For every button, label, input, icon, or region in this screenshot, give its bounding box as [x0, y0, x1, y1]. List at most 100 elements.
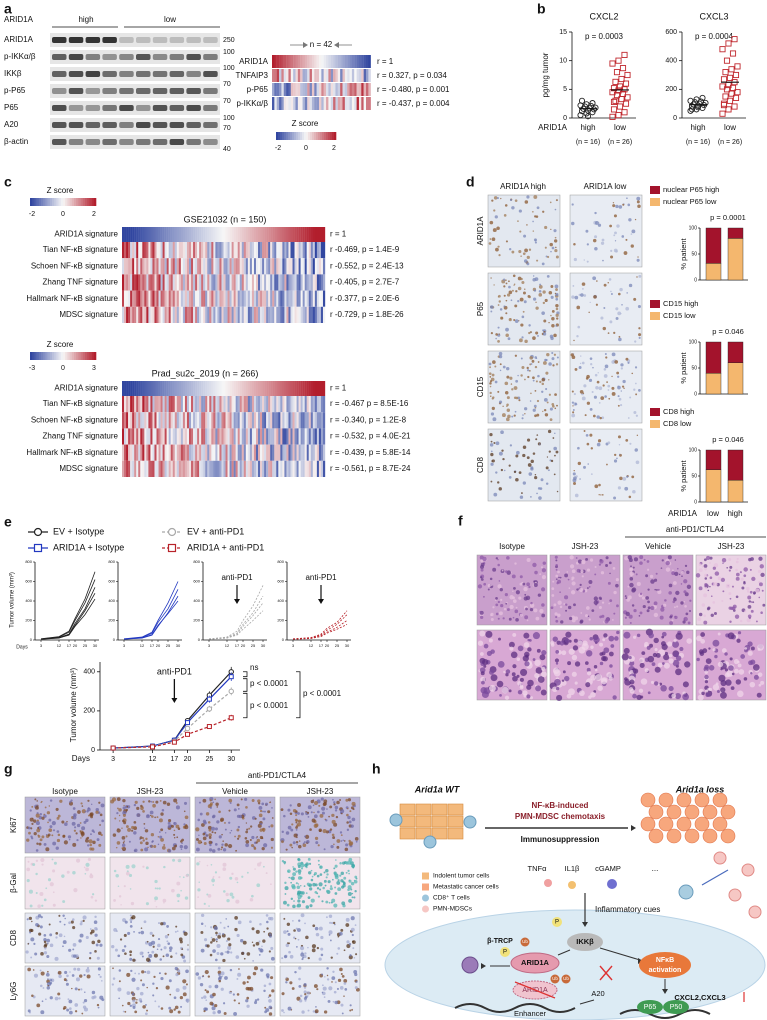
heatmap-cell	[233, 306, 236, 323]
micrograph-texture	[331, 813, 335, 818]
heatmap-cell	[132, 306, 135, 323]
micrograph-texture	[514, 199, 518, 202]
micrograph-texture	[675, 590, 680, 596]
micrograph-texture	[340, 809, 345, 814]
heatmap-cell	[176, 396, 180, 413]
zscore-bar	[282, 132, 285, 140]
micrograph-texture	[653, 612, 659, 618]
micrograph-texture	[261, 945, 263, 948]
micrograph-texture	[177, 827, 181, 830]
heatmap-cell	[132, 444, 135, 461]
legend-swatch	[650, 312, 660, 320]
heatmap-cell	[272, 242, 275, 259]
micrograph-texture	[85, 935, 89, 939]
micrograph-texture	[171, 888, 175, 893]
micrograph-texture	[521, 336, 524, 339]
micrograph-texture	[522, 582, 526, 586]
micrograph-texture	[56, 838, 61, 843]
heatmap-cell	[251, 412, 255, 429]
micrograph-texture	[509, 646, 514, 651]
micrograph-texture	[121, 1004, 124, 1007]
micrograph-texture	[295, 882, 298, 885]
micrograph-texture	[293, 833, 298, 838]
arrow-head	[318, 599, 324, 604]
micrograph-texture	[43, 944, 47, 948]
heatmap-cell	[284, 258, 287, 275]
micrograph	[569, 428, 643, 502]
micrograph-texture	[609, 599, 613, 603]
zscore-bar	[300, 132, 303, 140]
micrograph-texture	[295, 829, 298, 831]
micrograph-texture	[263, 930, 266, 933]
micrograph-texture	[258, 947, 261, 950]
micrograph-texture	[160, 1007, 164, 1010]
micrograph-texture	[512, 590, 514, 593]
micrograph-texture	[148, 800, 151, 803]
heatmap-cell	[217, 274, 220, 291]
micrograph-texture	[614, 360, 619, 364]
heatmap-cell	[272, 83, 275, 96]
heatmap-cell	[284, 428, 287, 445]
y-tick-label: 600	[277, 579, 284, 584]
micrograph-texture	[715, 682, 719, 686]
micrograph-texture	[757, 643, 764, 651]
micrograph-texture	[619, 453, 621, 456]
micrograph-texture	[620, 312, 622, 315]
micrograph-texture	[30, 928, 34, 933]
heatmap-cell	[274, 83, 277, 96]
micrograph-texture	[153, 953, 158, 958]
micrograph-texture	[589, 636, 593, 641]
label: p < 0.0001	[303, 689, 342, 698]
heatmap-cell	[239, 306, 242, 323]
heatmap-cell	[225, 412, 228, 429]
heatmap-cell	[201, 381, 204, 396]
micrograph-texture	[141, 836, 145, 840]
heatmap-cell	[225, 396, 228, 413]
heatmap-cell	[297, 97, 301, 110]
blot-strip	[50, 118, 220, 132]
heatmap-cell	[278, 444, 281, 461]
micrograph-texture	[281, 840, 284, 844]
heatmap-cell	[363, 97, 367, 110]
micrograph-texture	[625, 597, 628, 599]
heatmap-cell	[251, 396, 255, 413]
micrograph-texture	[56, 830, 60, 833]
heatmap-cell	[223, 396, 226, 413]
zscore-bar	[93, 198, 97, 206]
heatmap-cell	[282, 227, 285, 242]
micrograph-texture	[319, 873, 323, 876]
micrograph-texture	[122, 810, 127, 815]
heatmap-cell	[154, 290, 157, 307]
micrograph-texture	[269, 916, 274, 921]
micrograph-texture	[519, 495, 524, 499]
heatmap-cell	[276, 306, 279, 323]
heatmap-cell	[247, 242, 251, 259]
micrograph-texture	[555, 686, 560, 691]
micrograph-texture	[499, 369, 502, 372]
micrograph-texture	[538, 289, 542, 293]
micrograph-texture	[599, 652, 604, 656]
heatmap-cell	[304, 242, 307, 259]
micrograph-texture	[254, 817, 257, 820]
label: Vehicle	[645, 542, 671, 551]
micrograph-texture	[339, 967, 343, 972]
zscore-bar	[89, 352, 92, 360]
micrograph-texture	[121, 843, 126, 847]
micrograph-texture	[96, 956, 100, 960]
micrograph-texture	[689, 609, 692, 612]
heatmap-cell	[304, 227, 307, 242]
micrograph-texture	[625, 439, 629, 442]
micrograph-texture	[100, 803, 105, 808]
micrograph-texture	[77, 988, 80, 991]
micrograph-texture	[307, 946, 309, 949]
micrograph-texture	[302, 842, 305, 845]
micrograph-texture	[85, 818, 89, 823]
micrograph-texture	[571, 390, 574, 393]
micrograph-texture	[340, 928, 344, 932]
heatmap-cell	[128, 396, 131, 413]
heatmap-cell	[128, 444, 131, 461]
micrograph-texture	[158, 887, 161, 890]
heatmap-cell	[300, 381, 303, 396]
micrograph-texture	[101, 819, 105, 823]
x-tick-label: 17	[319, 643, 324, 648]
